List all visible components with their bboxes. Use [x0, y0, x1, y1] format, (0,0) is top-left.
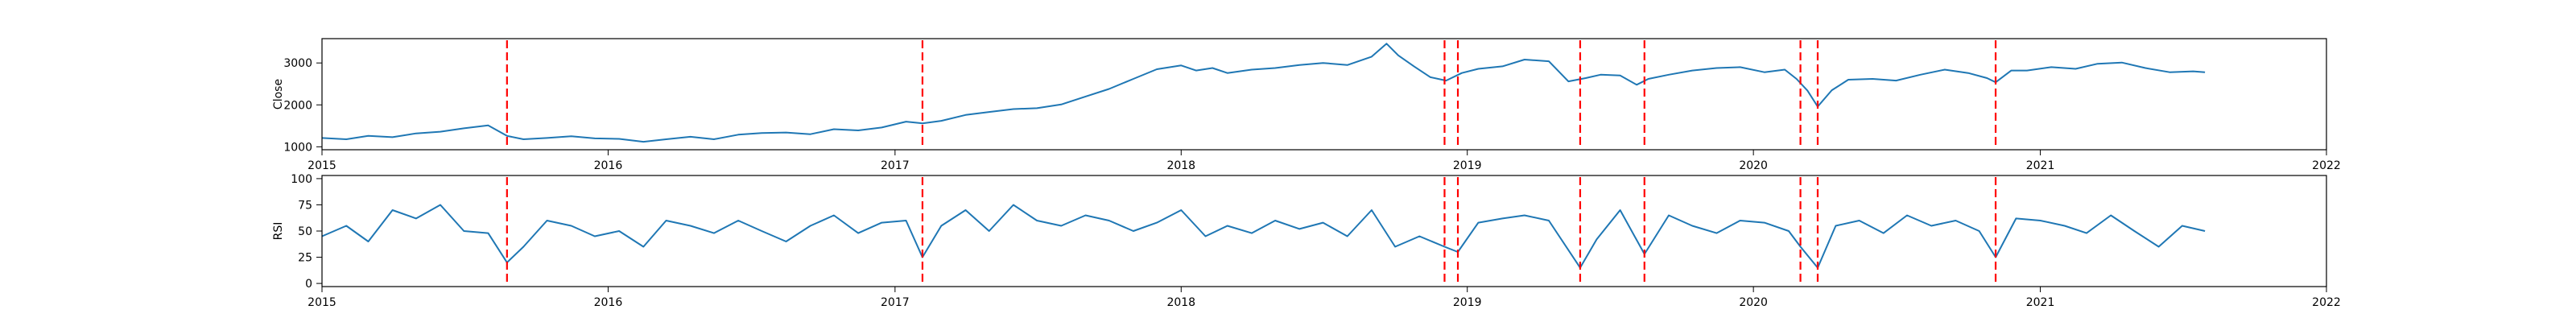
y-axis-label: Close: [272, 79, 285, 109]
y-tick-label: 100: [291, 173, 312, 186]
x-tick-label: 2022: [2312, 296, 2341, 309]
panel-1: 2015 2016 2017 2018 2019 2020 2021 2022 1000 2000…: [272, 38, 2341, 172]
y-tick-label: 50: [298, 225, 312, 238]
series-line: [321, 204, 2206, 269]
x-tick-label: 2019: [1453, 296, 1482, 309]
x-tick-label: 2020: [1739, 159, 1768, 172]
y-tick-label: 0: [305, 278, 312, 291]
y-axis-label: RSI: [272, 222, 285, 241]
x-tick-label: 2019: [1453, 159, 1482, 172]
x-tick-label: 2017: [881, 159, 910, 172]
x-tick-label: 2022: [2312, 159, 2341, 172]
x-tick-label: 2016: [594, 159, 623, 172]
y-tick-label: 25: [298, 252, 312, 265]
y-tick-label: 2000: [283, 99, 312, 112]
y-tick-label: 75: [298, 199, 312, 212]
x-tick-label: 2021: [2026, 296, 2055, 309]
x-tick-label: 2018: [1166, 296, 1195, 309]
x-tick-label: 2018: [1166, 159, 1195, 172]
x-tick-label: 2015: [308, 296, 336, 309]
x-tick-label: 2016: [594, 296, 623, 309]
panel-2: 2015 2016 2017 2018 2019 2020 2021 2022 0 25 50 75 1…: [272, 173, 2341, 309]
x-tick-label: 2015: [308, 159, 336, 172]
x-tick-label: 2020: [1739, 296, 1768, 309]
y-tick-label: 1000: [283, 141, 312, 154]
x-tick-label: 2021: [2026, 159, 2055, 172]
y-tick-label: 3000: [283, 57, 312, 70]
x-tick-label: 2017: [881, 296, 910, 309]
series-line: [321, 43, 2206, 143]
plot-frame: [321, 38, 2327, 151]
plot-frame: [321, 175, 2327, 287]
